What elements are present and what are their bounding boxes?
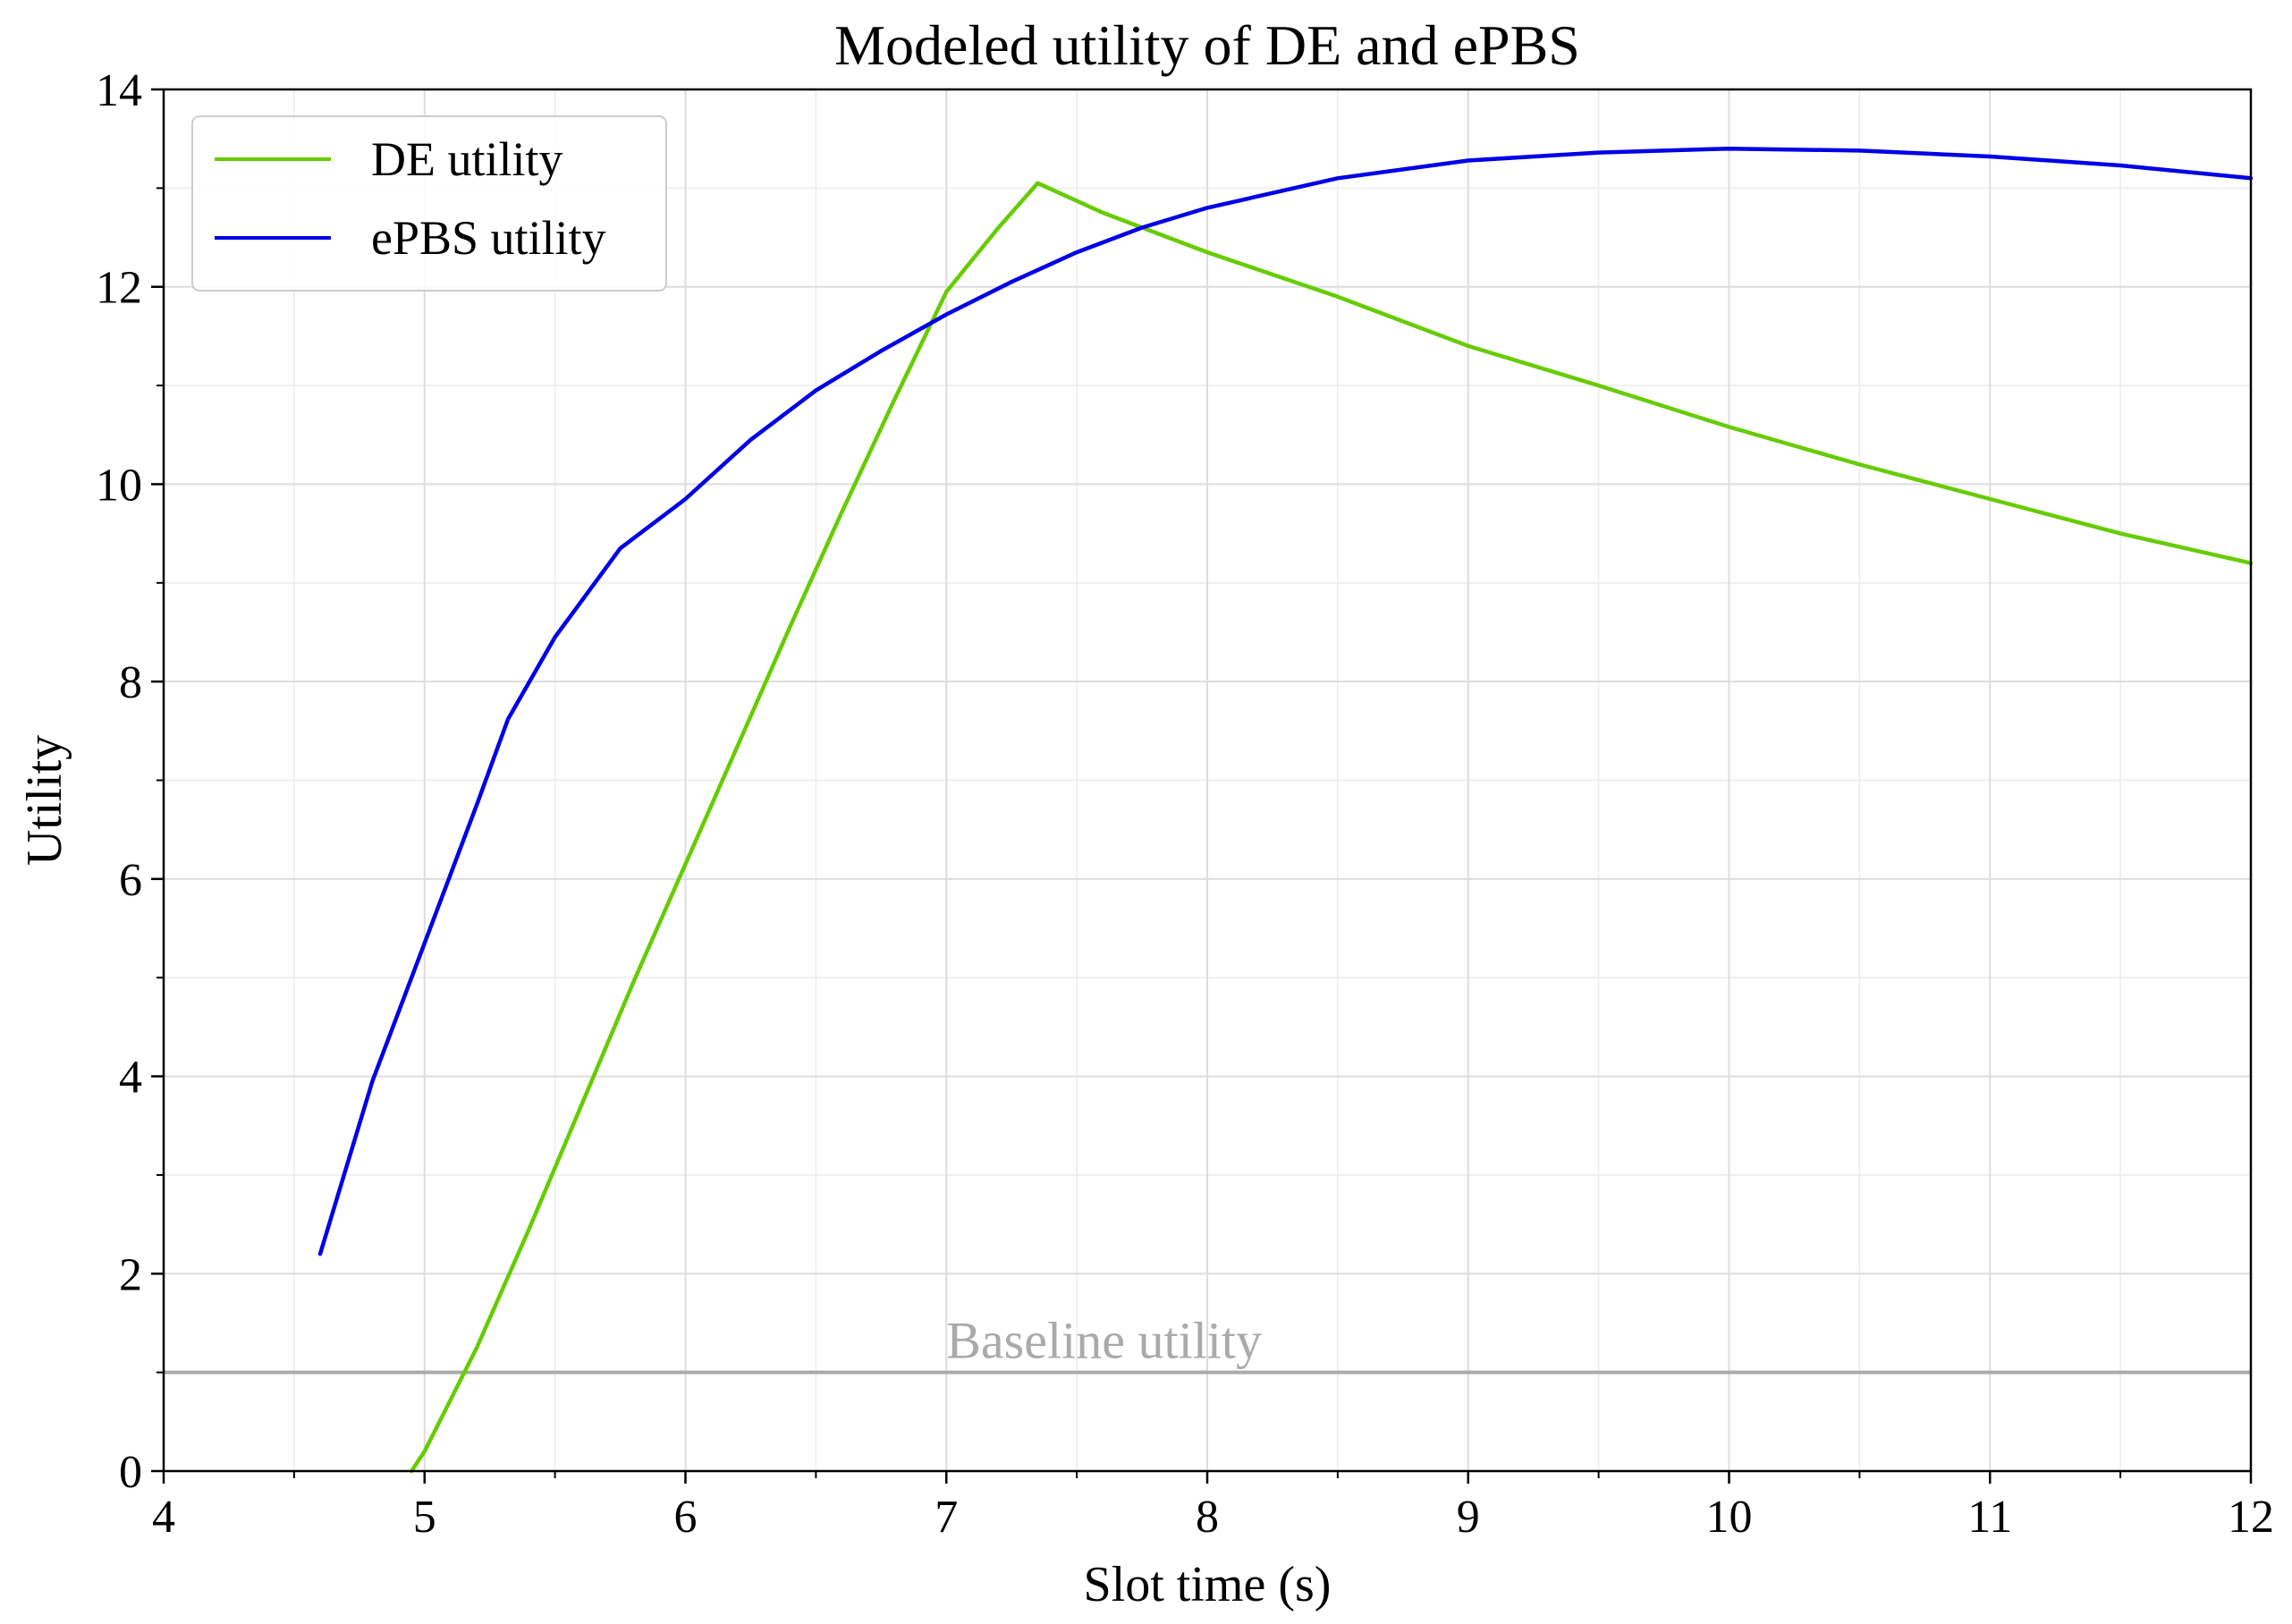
y-tick-label: 2 [119,1249,142,1300]
tick-layer: 4 5 6 7 8 9 10 11 12 0 2 4 6 8 10 12 14 [96,65,2274,1543]
x-tick-label: 12 [2228,1492,2274,1543]
y-tick-label: 8 [119,657,142,708]
y-tick-label: 10 [96,460,142,511]
y-tick-label: 4 [119,1053,142,1104]
baseline-annotation: Baseline utility [946,1312,1262,1370]
y-tick-label: 14 [96,65,142,116]
chart-title: Modeled utility of DE and ePBS [834,13,1580,77]
legend-label-epbs-utility: ePBS utility [371,211,606,265]
y-tick-label: 0 [119,1447,142,1498]
series-line-de-utility [409,181,2254,1474]
legend: DE utility ePBS utility [191,115,667,292]
y-axis-label: Utility [17,735,72,866]
x-tick-label: 7 [935,1492,958,1543]
x-axis-label: Slot time (s) [1084,1557,1332,1612]
legend-label-de-utility: DE utility [371,132,563,186]
x-tick-label: 5 [413,1492,436,1543]
x-tick-label: 9 [1457,1492,1480,1543]
x-tick-label: 8 [1196,1492,1219,1543]
y-tick-label: 12 [96,263,142,314]
series-layer [317,146,2254,1474]
series-line-epbs-utility [317,146,2254,1256]
x-tick-label: 11 [1967,1492,2012,1543]
reference-layer: Baseline utility [164,1312,2251,1374]
y-tick-label: 6 [119,855,142,906]
x-tick-label: 4 [152,1492,175,1543]
x-tick-label: 6 [674,1492,698,1543]
x-tick-label: 10 [1706,1492,1753,1543]
